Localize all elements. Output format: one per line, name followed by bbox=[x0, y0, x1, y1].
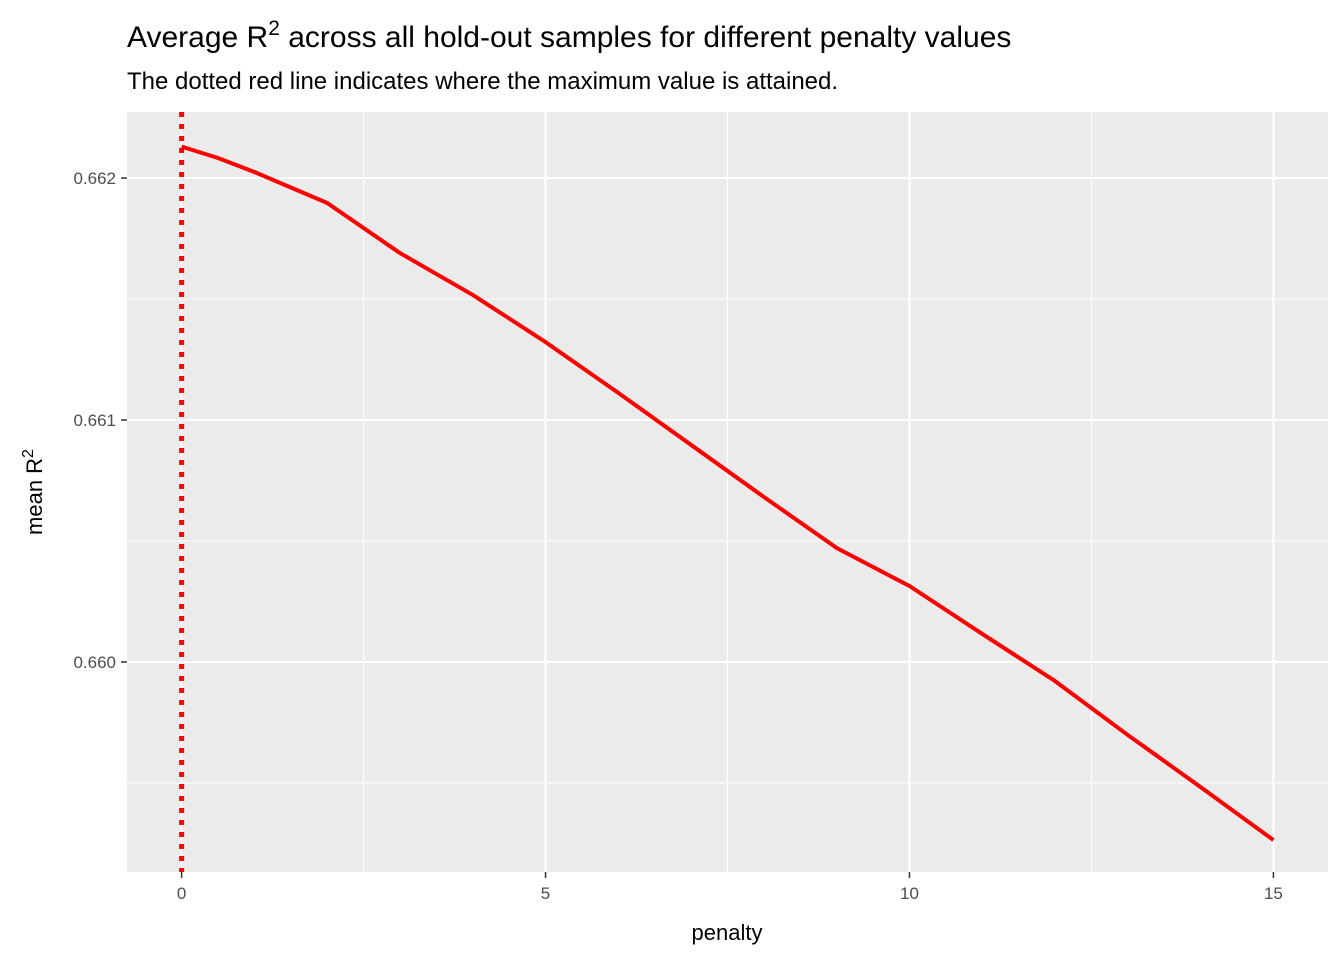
title-text: Average R bbox=[127, 21, 268, 54]
x-tick-label: 15 bbox=[1264, 884, 1283, 903]
y-label-text: mean R bbox=[22, 458, 47, 535]
x-tick-label: 0 bbox=[177, 884, 186, 903]
y-tick-label: 0.662 bbox=[73, 169, 116, 188]
data-line bbox=[180, 144, 1275, 842]
y-label-sup: 2 bbox=[20, 449, 37, 458]
y-tick-label: 0.661 bbox=[73, 411, 116, 430]
y-tick-label: 0.660 bbox=[73, 653, 116, 672]
title-rest: across all hold-out samples for differen… bbox=[280, 21, 1012, 54]
title-sup: 2 bbox=[268, 17, 280, 40]
x-tick-label: 10 bbox=[900, 884, 919, 903]
chart-title: Average R2 across all hold-out samples f… bbox=[127, 17, 1011, 54]
y-axis-label: mean R2 bbox=[20, 449, 47, 535]
chart-subtitle: The dotted red line indicates where the … bbox=[127, 68, 838, 95]
x-tick-label: 5 bbox=[541, 884, 550, 903]
x-axis-label: penalty bbox=[692, 920, 763, 945]
